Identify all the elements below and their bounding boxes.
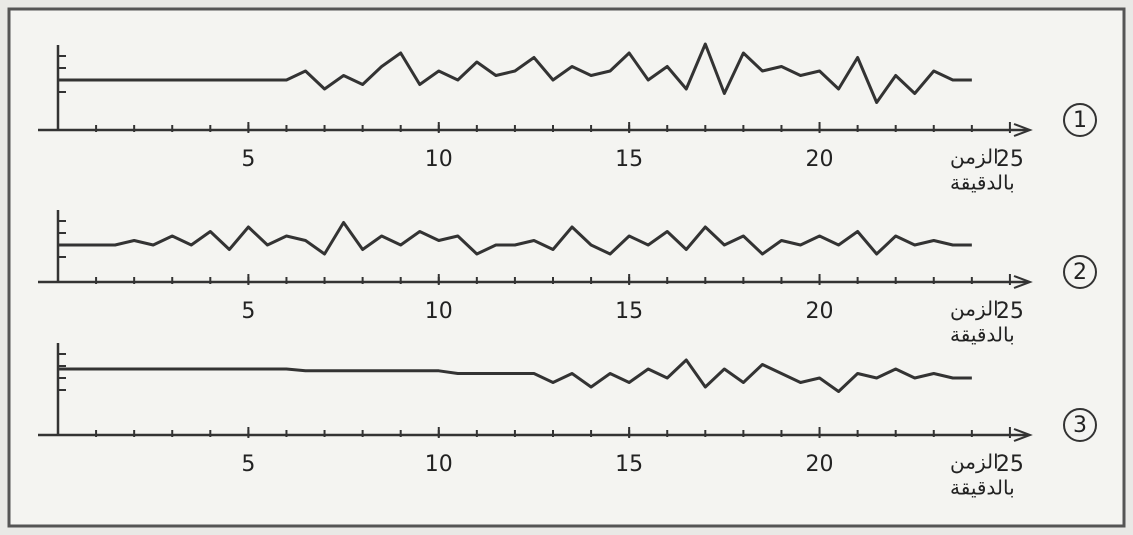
- x-tick-label: 5: [241, 299, 255, 324]
- x-tick-label: 20: [806, 299, 834, 324]
- x-tick-label: 15: [615, 147, 643, 172]
- x-axis-label: بالدقيقة: [950, 323, 1015, 347]
- panel-label: 2: [1073, 260, 1087, 285]
- x-tick-label: 20: [806, 147, 834, 172]
- panel-label: 1: [1073, 108, 1087, 133]
- x-tick-label: 5: [241, 452, 255, 477]
- x-axis-label: الزمن: [950, 145, 999, 169]
- x-tick-label: 25: [996, 299, 1024, 324]
- x-tick-label: 10: [425, 299, 453, 324]
- x-tick-label: 5: [241, 147, 255, 172]
- x-tick-label: 10: [425, 452, 453, 477]
- x-tick-label: 15: [615, 299, 643, 324]
- x-axis-label: الزمن: [950, 450, 999, 474]
- x-tick-label: 20: [806, 452, 834, 477]
- figure: 510152025الزمنبالدقيقة1510152025الزمنبال…: [0, 0, 1133, 535]
- panel-label: 3: [1073, 413, 1087, 438]
- x-tick-label: 25: [996, 147, 1024, 172]
- x-tick-label: 10: [425, 147, 453, 172]
- x-tick-label: 25: [996, 452, 1024, 477]
- x-axis-label: الزمن: [950, 297, 999, 321]
- x-axis-label: بالدقيقة: [950, 476, 1015, 500]
- x-axis-label: بالدقيقة: [950, 171, 1015, 195]
- frame: [9, 9, 1124, 526]
- x-tick-label: 15: [615, 452, 643, 477]
